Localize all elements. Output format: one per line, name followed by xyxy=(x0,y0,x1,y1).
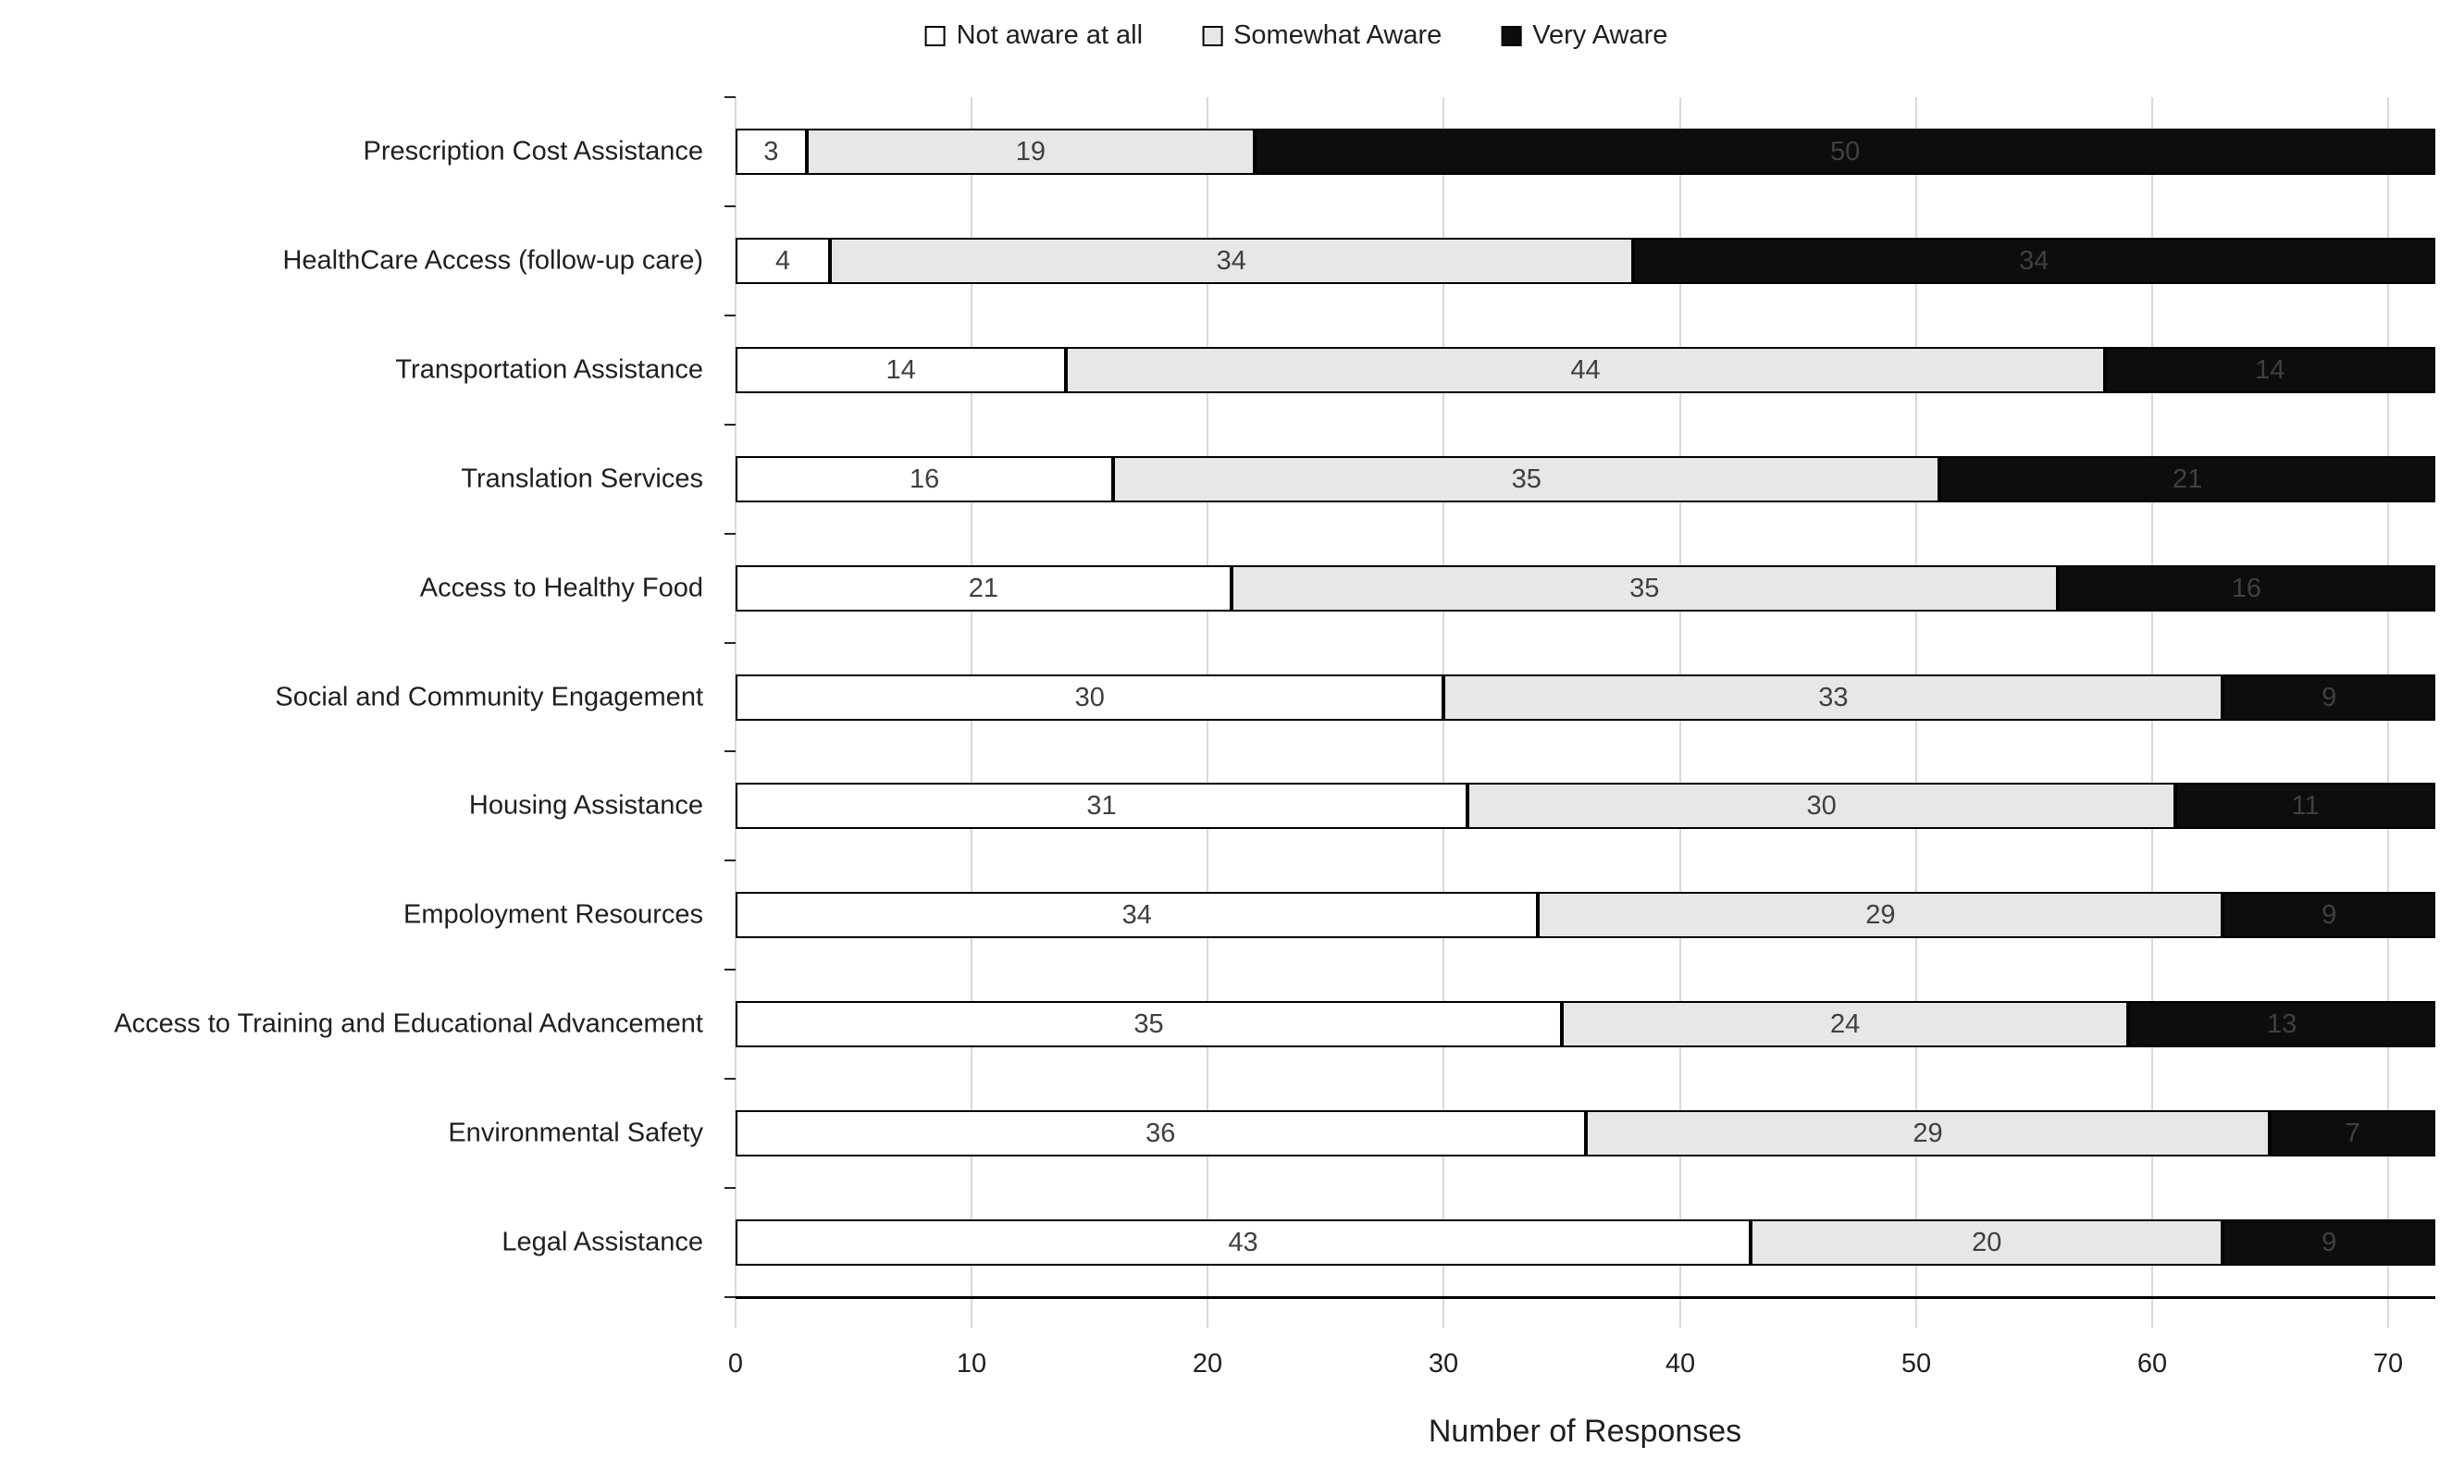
bar-segment-not-aware-at-all: 14 xyxy=(736,347,1067,393)
bar-segment-somewhat-aware: 19 xyxy=(806,129,1256,175)
x-tick-label-20: 20 xyxy=(1192,1349,1223,1379)
category-label-translation-services: Translation Services xyxy=(461,464,703,494)
bar-row-social-and-community-engagement: 30 33 9 xyxy=(736,674,2435,721)
bar-segment-somewhat-aware: 35 xyxy=(1231,565,2058,612)
category-tick xyxy=(724,205,736,207)
bar-segment-not-aware-at-all: 35 xyxy=(736,1001,1562,1047)
bar-segment-not-aware-at-all: 4 xyxy=(736,238,831,284)
bar-row-legal-assistance: 43 20 9 xyxy=(736,1219,2435,1266)
bar-segment-very-aware: 9 xyxy=(2223,1219,2435,1266)
bar-segment-very-aware: 13 xyxy=(2128,1001,2435,1047)
bar-segment-very-aware: 7 xyxy=(2270,1110,2435,1156)
category-tick xyxy=(724,969,736,971)
x-tick-label-40: 40 xyxy=(1665,1349,1696,1379)
category-tick xyxy=(724,642,736,644)
category-label-empoloyment-resources: Empoloyment Resources xyxy=(403,899,703,930)
bar-segment-somewhat-aware: 33 xyxy=(1443,674,2223,721)
category-label-access-to-training-and-educational-advancement: Access to Training and Educational Advan… xyxy=(114,1008,703,1039)
legend-swatch-not-aware-icon xyxy=(924,25,946,46)
bar-row-housing-assistance: 31 30 11 xyxy=(736,783,2435,829)
category-tick xyxy=(724,315,736,316)
bar-row-environmental-safety: 36 29 7 xyxy=(736,1110,2435,1156)
category-label-environmental-safety: Environmental Safety xyxy=(448,1118,703,1148)
bar-segment-not-aware-at-all: 16 xyxy=(736,456,1114,502)
category-tick xyxy=(724,1078,736,1080)
legend-label: Very Aware xyxy=(1532,20,1668,50)
x-tick-label-60: 60 xyxy=(2136,1349,2168,1379)
x-tick-label-10: 10 xyxy=(956,1349,987,1379)
bar-row-access-to-training-and-educational-advancement: 35 24 13 xyxy=(736,1001,2435,1047)
legend-swatch-very-aware-icon xyxy=(1501,25,1522,46)
x-tick-label-70: 70 xyxy=(2372,1349,2404,1379)
bar-segment-not-aware-at-all: 31 xyxy=(736,783,1467,829)
bar-segment-somewhat-aware: 29 xyxy=(1538,892,2223,938)
legend-item-not-aware: Not aware at all xyxy=(924,20,1144,51)
bar-segment-very-aware: 14 xyxy=(2104,347,2435,393)
x-tick-label-30: 30 xyxy=(1428,1349,1459,1379)
category-tick xyxy=(724,1187,736,1189)
x-tick-label-0: 0 xyxy=(727,1349,744,1379)
category-tick xyxy=(724,859,736,861)
category-label-prescription-cost-assistance: Prescription Cost Assistance xyxy=(363,136,703,167)
bar-segment-very-aware: 50 xyxy=(1255,129,2435,175)
bar-segment-somewhat-aware: 20 xyxy=(1751,1219,2223,1266)
category-tick xyxy=(724,96,736,98)
bar-row-access-to-healthy-food: 21 35 16 xyxy=(736,565,2435,612)
legend-label: Somewhat Aware xyxy=(1233,20,1442,50)
x-axis-line xyxy=(736,1296,2435,1299)
bar-row-prescription-cost-assistance: 3 19 50 xyxy=(736,129,2435,175)
legend-label: Not aware at all xyxy=(956,20,1144,50)
bar-segment-not-aware-at-all: 36 xyxy=(736,1110,1586,1156)
bar-segment-very-aware: 11 xyxy=(2175,783,2435,829)
bar-segment-somewhat-aware: 34 xyxy=(830,238,1633,284)
legend-item-very-aware: Very Aware xyxy=(1501,20,1667,51)
bar-segment-somewhat-aware: 35 xyxy=(1113,456,1940,502)
bar-segment-not-aware-at-all: 43 xyxy=(736,1219,1752,1266)
category-tick xyxy=(724,533,736,535)
category-label-healthcare-access-follow-up-care: HealthCare Access (follow-up care) xyxy=(282,245,703,276)
bar-row-transportation-assistance: 14 44 14 xyxy=(736,347,2435,393)
chart-legend: Not aware at all Somewhat Aware Very Awa… xyxy=(924,20,1667,51)
category-tick xyxy=(724,1296,736,1298)
bar-row-translation-services: 16 35 21 xyxy=(736,456,2435,502)
bar-segment-somewhat-aware: 44 xyxy=(1066,347,2105,393)
bar-row-healthcare-access-follow-up-care: 4 34 34 xyxy=(736,238,2435,284)
bar-segment-very-aware: 16 xyxy=(2057,565,2435,612)
category-label-access-to-healthy-food: Access to Healthy Food xyxy=(419,573,703,603)
bar-segment-very-aware: 9 xyxy=(2223,674,2435,721)
bar-segment-somewhat-aware: 24 xyxy=(1561,1001,2129,1047)
legend-item-somewhat-aware: Somewhat Aware xyxy=(1202,20,1442,51)
category-label-housing-assistance: Housing Assistance xyxy=(468,790,703,821)
bar-row-empoloyment-resources: 34 29 9 xyxy=(736,892,2435,938)
category-tick xyxy=(724,750,736,752)
bar-segment-somewhat-aware: 30 xyxy=(1467,783,2176,829)
bar-segment-very-aware: 9 xyxy=(2223,892,2435,938)
x-axis-title: Number of Responses xyxy=(1428,1414,1742,1449)
category-label-transportation-assistance: Transportation Assistance xyxy=(395,354,703,385)
category-label-legal-assistance: Legal Assistance xyxy=(501,1227,703,1257)
category-label-social-and-community-engagement: Social and Community Engagement xyxy=(275,682,703,712)
x-tick-label-50: 50 xyxy=(1901,1349,1932,1379)
bar-segment-very-aware: 34 xyxy=(1632,238,2435,284)
bar-segment-not-aware-at-all: 30 xyxy=(736,674,1444,721)
bar-segment-somewhat-aware: 29 xyxy=(1585,1110,2271,1156)
category-tick xyxy=(724,424,736,426)
bar-segment-not-aware-at-all: 34 xyxy=(736,892,1539,938)
bar-segment-not-aware-at-all: 21 xyxy=(736,565,1232,612)
bar-segment-very-aware: 21 xyxy=(1939,456,2435,502)
legend-swatch-somewhat-aware-icon xyxy=(1202,25,1223,46)
plot-area: 3 19 50 4 34 34 14 44 14 16 35 21 21 35 16 30 33 9 31 30 11 3… xyxy=(735,97,2435,1328)
bar-segment-not-aware-at-all: 3 xyxy=(736,129,807,175)
